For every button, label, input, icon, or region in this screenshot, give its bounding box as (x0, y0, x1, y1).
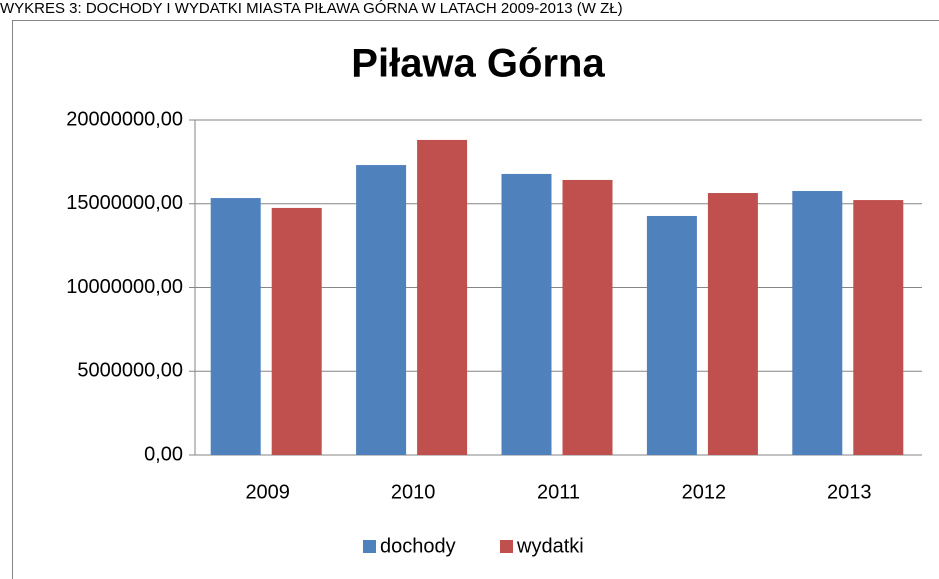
bar (562, 179, 613, 455)
bar (501, 173, 552, 455)
y-tick-label: 10000000,00 (66, 276, 183, 298)
bar (707, 193, 758, 455)
y-tick-label: 0,00 (144, 443, 183, 465)
bar (271, 207, 322, 455)
chart-border (12, 20, 939, 579)
legend-swatch (500, 540, 513, 553)
bar (792, 191, 843, 455)
x-tick-label: 2012 (682, 481, 727, 503)
legend-label: wydatki (516, 535, 584, 557)
bar (417, 139, 468, 455)
y-tick-label: 5000000,00 (77, 360, 183, 382)
x-tick-label: 2013 (827, 481, 872, 503)
y-tick-label: 20000000,00 (66, 108, 183, 130)
legend-swatch (363, 540, 376, 553)
chart-title: Piława Górna (351, 42, 605, 86)
bar (210, 198, 261, 455)
y-tick-label: 15000000,00 (66, 192, 183, 214)
caption: WYKRES 3: DOCHODY I WYDATKI MIASTA PIŁAW… (0, 0, 623, 17)
bar (646, 215, 697, 455)
x-tick-label: 2011 (537, 481, 580, 503)
x-tick-label: 2010 (391, 481, 436, 503)
legend-label: dochody (380, 535, 456, 557)
x-tick-label: 2009 (245, 481, 290, 503)
bar (356, 165, 407, 455)
bar (853, 200, 904, 455)
